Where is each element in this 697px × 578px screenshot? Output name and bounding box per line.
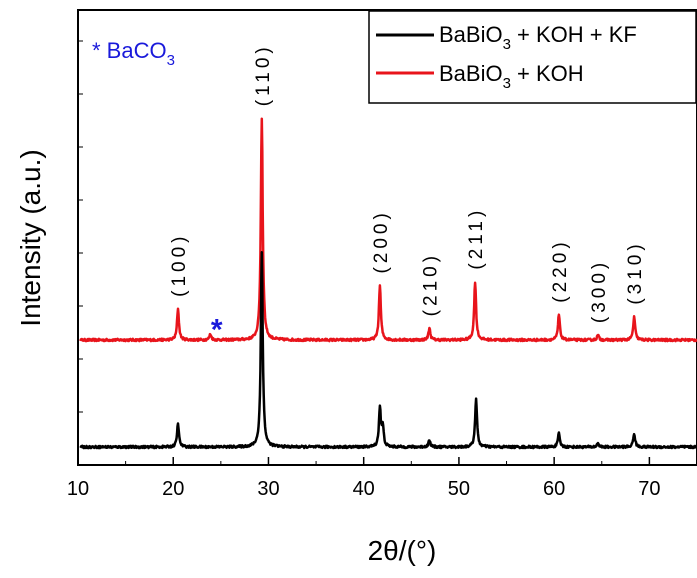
peak-label: (100): [169, 233, 190, 297]
peak-label: (210): [420, 252, 441, 316]
series-line-0: [79, 251, 697, 450]
peak-label: (300): [589, 259, 610, 323]
legend-box: [368, 10, 697, 104]
y-axis-label: Intensity (a.u.): [15, 149, 46, 326]
series-layer: [79, 117, 697, 450]
peak-label: (110): [253, 43, 274, 106]
baco3-note: * BaCO3: [92, 38, 175, 69]
peak-label: (211): [466, 207, 487, 270]
legend: BaBiO3 + KOH + KF BaBiO3 + KOH: [368, 10, 697, 104]
x-tick-label: 10: [67, 478, 89, 500]
x-axis-ticks: 10 20 30 40 50 60 70: [67, 457, 661, 500]
peak-label: (310): [625, 240, 646, 304]
baco3-note-subscript: 3: [167, 52, 175, 69]
x-tick-label: 50: [448, 478, 470, 500]
peak-labels: (100) (110) (200) (210) (211) (220) (300) (310): [169, 43, 646, 323]
x-tick-label: 30: [257, 478, 279, 500]
peak-label: (220): [550, 238, 571, 302]
x-tick-label: 60: [543, 478, 565, 500]
impurity-marker: *: [211, 313, 223, 346]
y-axis-ticks: [78, 40, 83, 413]
legend-label-series-0: BaBiO3 + KOH + KF: [439, 22, 637, 53]
peak-label: (200): [371, 209, 392, 273]
x-tick-label: 70: [638, 478, 660, 500]
series-line-1: [79, 117, 697, 343]
x-axis-label: 2θ/(°): [368, 535, 437, 566]
x-tick-label: 40: [353, 478, 375, 500]
legend-label-series-1: BaBiO3 + KOH: [439, 61, 584, 92]
x-tick-label: 20: [162, 478, 184, 500]
plot-frame: [77, 9, 697, 466]
